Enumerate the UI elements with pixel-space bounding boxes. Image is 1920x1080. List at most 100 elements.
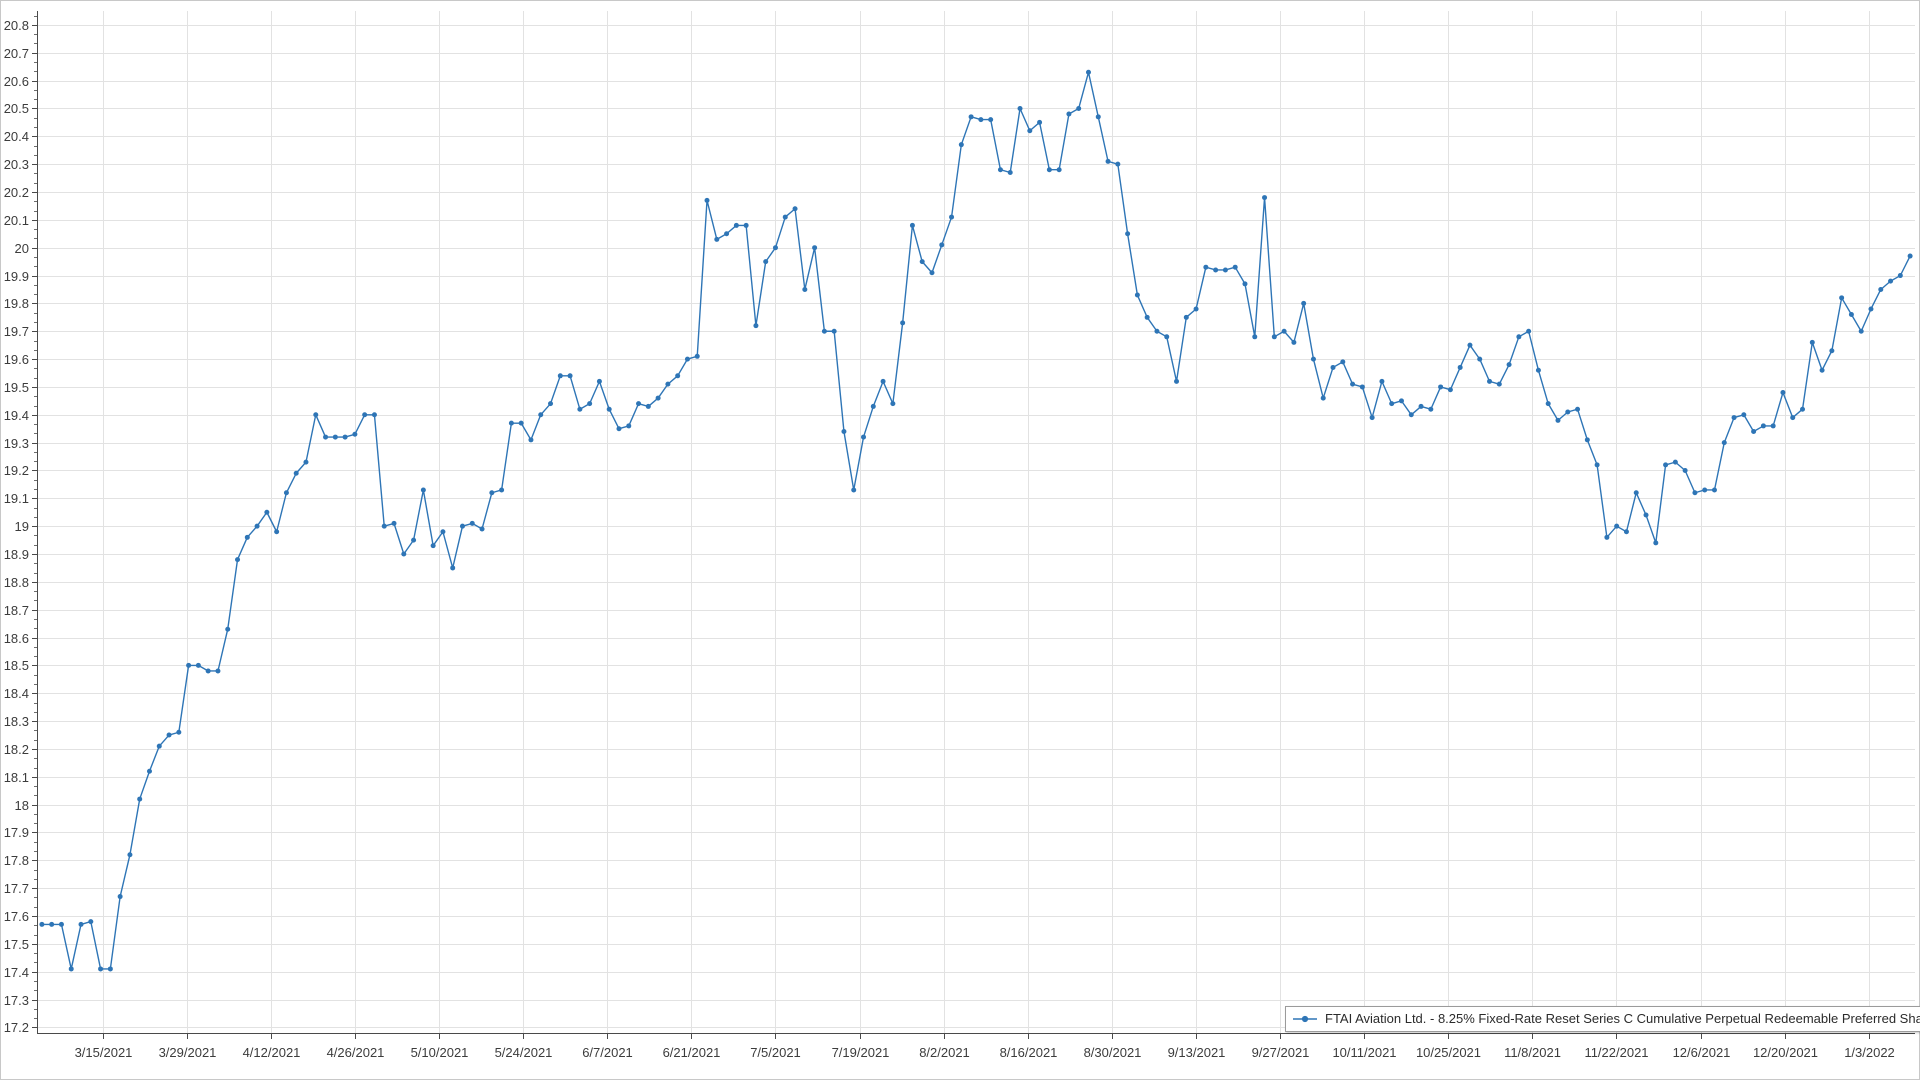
data-point (1672, 459, 1678, 465)
y-tick-label: 18.7 (4, 603, 29, 618)
data-point (890, 401, 896, 407)
data-point (518, 420, 524, 426)
data-point (655, 395, 661, 401)
data-point (401, 551, 407, 557)
data-point (459, 523, 465, 529)
data-point (362, 412, 368, 418)
data-point (235, 557, 241, 563)
data-point (411, 537, 417, 543)
data-point (1868, 306, 1874, 312)
data-point (743, 222, 749, 228)
data-point (1301, 300, 1307, 306)
data-point (665, 381, 671, 387)
y-tick-label: 17.4 (4, 965, 29, 980)
data-point (1653, 540, 1659, 546)
data-point (1144, 314, 1150, 320)
data-point (1770, 423, 1776, 429)
data-point (1193, 306, 1199, 312)
x-tick-label: 10/11/2021 (1332, 1045, 1396, 1060)
data-point (1027, 128, 1033, 134)
data-point (1076, 105, 1082, 111)
x-tick-label: 3/29/2021 (159, 1045, 217, 1060)
data-point (1663, 462, 1669, 468)
data-point (1340, 359, 1346, 365)
data-point (861, 434, 867, 440)
chart-legend[interactable]: FTAI Aviation Ltd. - 8.25% Fixed-Rate Re… (1285, 1006, 1920, 1032)
data-point (1633, 490, 1639, 496)
data-point (1682, 467, 1688, 473)
y-tick-label: 17.2 (4, 1020, 29, 1035)
y-tick-label: 17.3 (4, 993, 29, 1008)
data-point (1800, 406, 1806, 412)
data-point (557, 373, 563, 379)
data-point (1790, 415, 1796, 421)
data-point (107, 966, 113, 972)
x-tick-label: 8/2/2021 (919, 1045, 970, 1060)
data-point (919, 259, 925, 265)
data-point (978, 117, 984, 123)
data-point (1751, 429, 1757, 434)
data-point (1839, 295, 1845, 301)
data-point (420, 487, 426, 493)
data-point (587, 401, 593, 407)
y-tick-label: 19 (15, 519, 29, 534)
data-point (1565, 409, 1571, 415)
y-tick-label: 19.6 (4, 352, 29, 367)
data-point (1907, 253, 1913, 259)
y-tick-label: 19.1 (4, 491, 29, 506)
data-point (508, 420, 514, 426)
data-point (1046, 167, 1052, 173)
data-point (1809, 339, 1815, 345)
data-point (1575, 406, 1581, 412)
data-point (851, 487, 857, 493)
y-tick-label: 20.3 (4, 157, 29, 172)
data-point (1545, 401, 1551, 407)
y-tick-label: 20.8 (4, 18, 29, 33)
data-point (1242, 281, 1248, 287)
x-tick-label: 7/19/2021 (832, 1045, 890, 1060)
y-tick-label: 19.7 (4, 324, 29, 339)
data-point (704, 197, 710, 203)
data-point (195, 662, 201, 668)
y-tick-label: 18.8 (4, 575, 29, 590)
data-point (58, 921, 64, 927)
y-axis-tick-labels: 20.8 20.7 20.6 20.5 20.4 20.3 20.2 20.1 20 19.9 19… (4, 18, 29, 1035)
data-point (127, 852, 133, 858)
data-point (186, 662, 192, 668)
y-tick-label: 17.7 (4, 881, 29, 896)
data-point (949, 214, 955, 220)
data-point (1418, 403, 1424, 409)
y-tick-label: 20.6 (4, 74, 29, 89)
x-tick-label: 5/24/2021 (495, 1045, 553, 1060)
data-point (939, 242, 945, 248)
data-point (1604, 534, 1610, 540)
data-point (1447, 387, 1453, 393)
data-point (968, 114, 974, 120)
x-tick-label: 4/12/2021 (243, 1045, 301, 1060)
data-point (1477, 356, 1483, 362)
data-point (1438, 384, 1444, 390)
data-point (1115, 161, 1121, 167)
data-point (1897, 273, 1903, 279)
y-tick-label: 18.4 (4, 686, 29, 701)
data-point (1858, 328, 1864, 334)
y-tick-label: 19.3 (4, 436, 29, 451)
data-point (1125, 231, 1131, 237)
y-tick-label: 20.4 (4, 129, 29, 144)
data-point (1222, 267, 1228, 273)
x-tick-label: 10/25/2021 (1416, 1045, 1481, 1060)
data-point (1232, 264, 1238, 270)
y-tick-label: 19.8 (4, 296, 29, 311)
x-tick-label: 6/21/2021 (663, 1045, 721, 1060)
data-point (1174, 378, 1180, 384)
data-point (753, 323, 759, 329)
data-point (1526, 328, 1532, 334)
data-point (1017, 105, 1023, 111)
data-point (1252, 334, 1258, 340)
data-point (636, 401, 642, 407)
data-point (1408, 412, 1414, 418)
data-point (1369, 415, 1375, 421)
y-axis-ticks (32, 16, 37, 1029)
